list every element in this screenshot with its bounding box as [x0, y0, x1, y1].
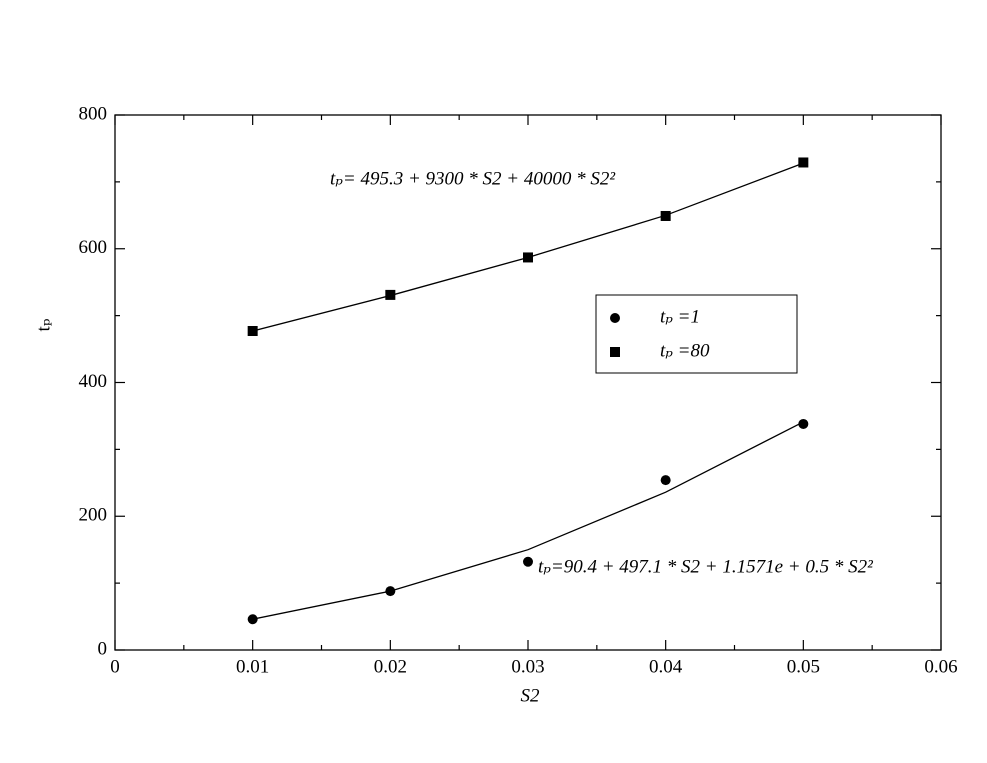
legend-label: tₚ =80 [660, 340, 710, 361]
annotation: tₚ= 495.3 + 9300 * S2 + 40000 * S2² [330, 168, 615, 189]
data-point [798, 157, 809, 168]
x-tick-label: 0.06 [924, 656, 957, 677]
fit-line [252, 421, 804, 620]
y-axis-label: tₚ [33, 318, 54, 331]
fit-line [252, 162, 804, 332]
legend-label: tₚ =1 [660, 306, 700, 327]
legend-marker [610, 347, 620, 357]
x-tick-label: 0.04 [649, 656, 683, 677]
y-tick-label: 200 [79, 505, 108, 526]
x-tick-label: 0.01 [236, 656, 269, 677]
x-tick-label: 0 [110, 656, 120, 677]
data-point [660, 475, 671, 486]
legend-box [595, 294, 798, 374]
x-tick-label: 0.03 [511, 656, 544, 677]
data-point [523, 556, 533, 567]
y-tick-label: 400 [79, 371, 108, 392]
x-tick-label: 0.05 [787, 656, 820, 677]
y-tick-label: 800 [79, 103, 108, 124]
legend-marker [610, 313, 620, 323]
annotation: tₚ=90.4 + 497.1 * S2 + 1.1571e + 0.5 * S… [538, 556, 873, 577]
x-axis-label: S2 [521, 685, 541, 706]
y-tick-label: 600 [79, 237, 108, 258]
y-tick-label: 0 [98, 638, 108, 659]
x-tick-label: 0.02 [374, 656, 407, 677]
data-point [798, 418, 809, 429]
